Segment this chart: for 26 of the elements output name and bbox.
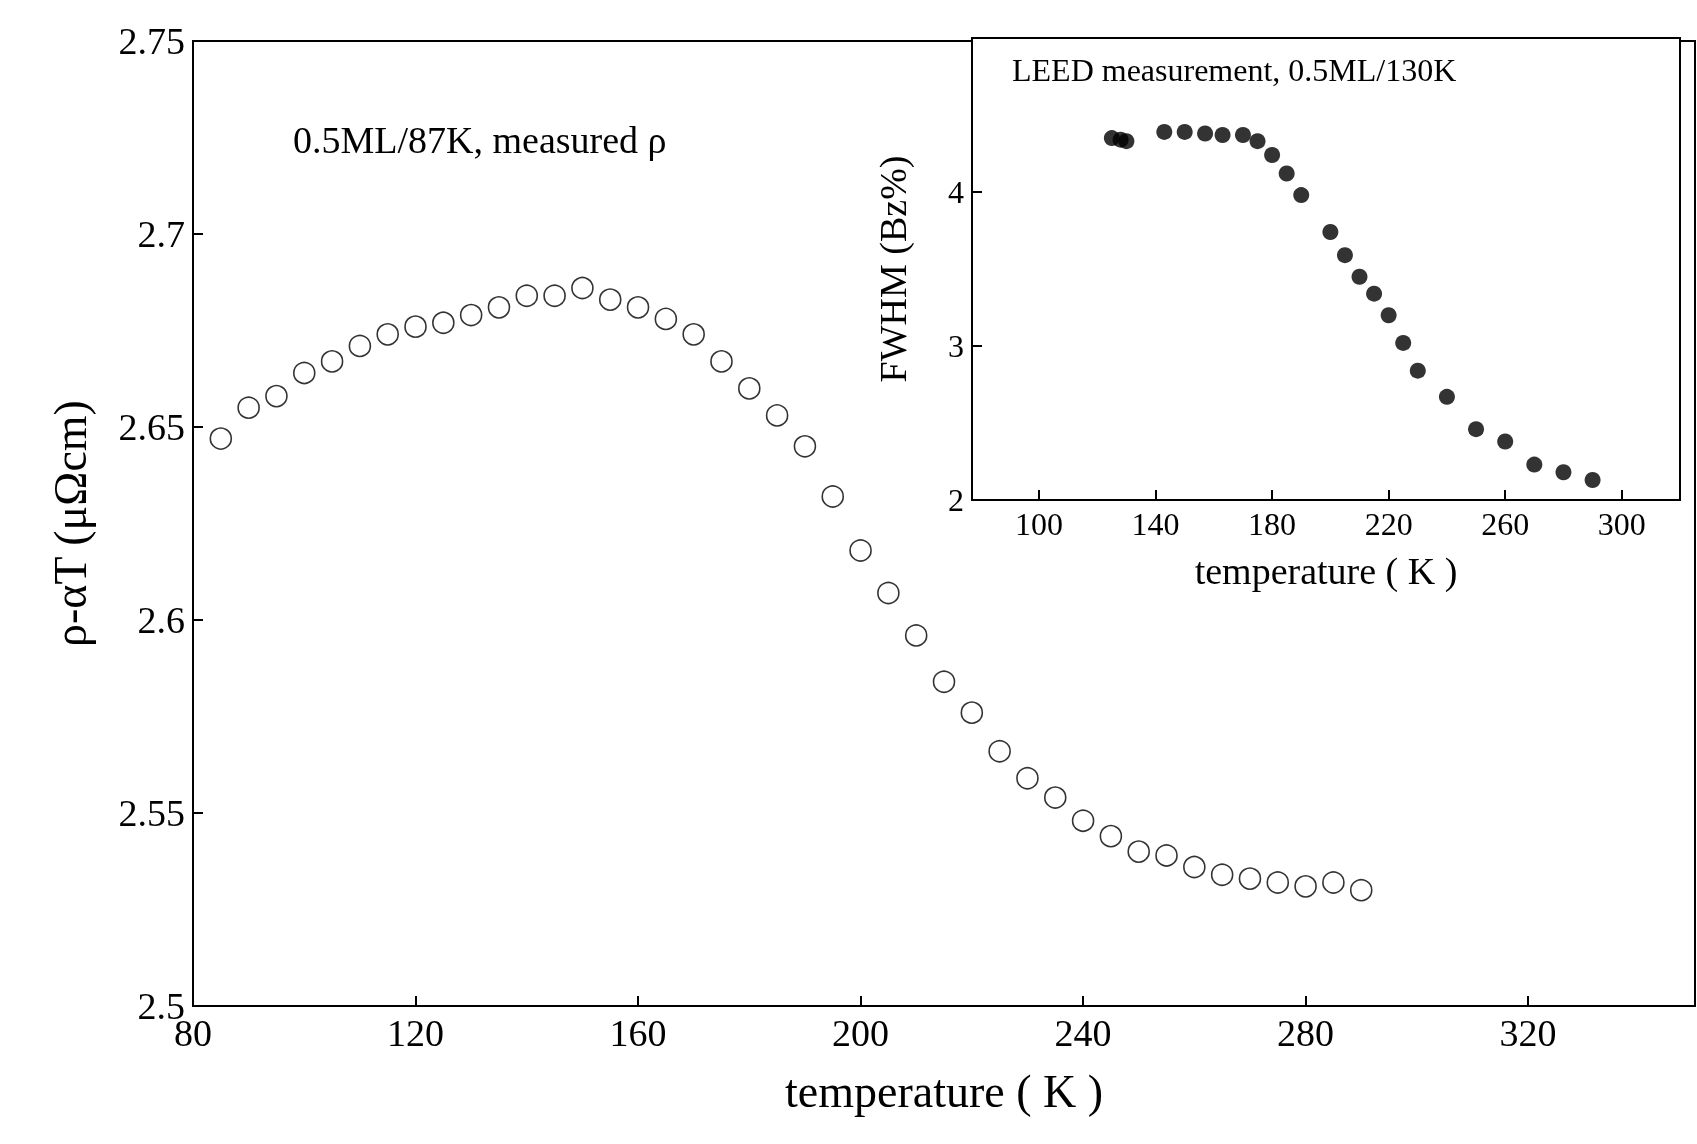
y-tick-label: 2.65 xyxy=(118,406,185,448)
y-axis-title: ρ-αT (μΩcm) xyxy=(44,400,96,647)
x-tick-label: 180 xyxy=(1248,506,1297,542)
x-tick-label: 300 xyxy=(1597,506,1646,542)
x-tick-label: 140 xyxy=(1131,506,1180,542)
y-tick-label: 2.7 xyxy=(137,213,185,255)
y-axis-title: FWHM (Bz%) xyxy=(872,155,915,383)
x-tick-label: 120 xyxy=(387,1012,445,1054)
annotation: 0.5ML/87K, measured ρ xyxy=(293,119,667,161)
x-tick-label: 240 xyxy=(1054,1012,1112,1054)
x-tick-label: 320 xyxy=(1499,1012,1557,1054)
x-axis-title: temperature ( K ) xyxy=(784,1065,1104,1117)
y-tick-label: 2.6 xyxy=(137,599,185,641)
y-tick-label: 2.55 xyxy=(118,792,185,834)
y-tick-label: 2 xyxy=(948,482,964,518)
x-axis-title: temperature ( K ) xyxy=(1194,550,1458,593)
x-tick-label: 100 xyxy=(1015,506,1064,542)
x-tick-label: 160 xyxy=(609,1012,667,1054)
y-tick-label: 3 xyxy=(948,328,964,364)
x-tick-label: 260 xyxy=(1481,506,1530,542)
y-tick-label: 4 xyxy=(948,174,964,210)
y-tick-label: 2.75 xyxy=(118,20,185,62)
annotation: LEED measurement, 0.5ML/130K xyxy=(1012,52,1457,88)
x-tick-label: 200 xyxy=(832,1012,890,1054)
x-tick-label: 220 xyxy=(1364,506,1413,542)
x-tick-label: 280 xyxy=(1277,1012,1335,1054)
